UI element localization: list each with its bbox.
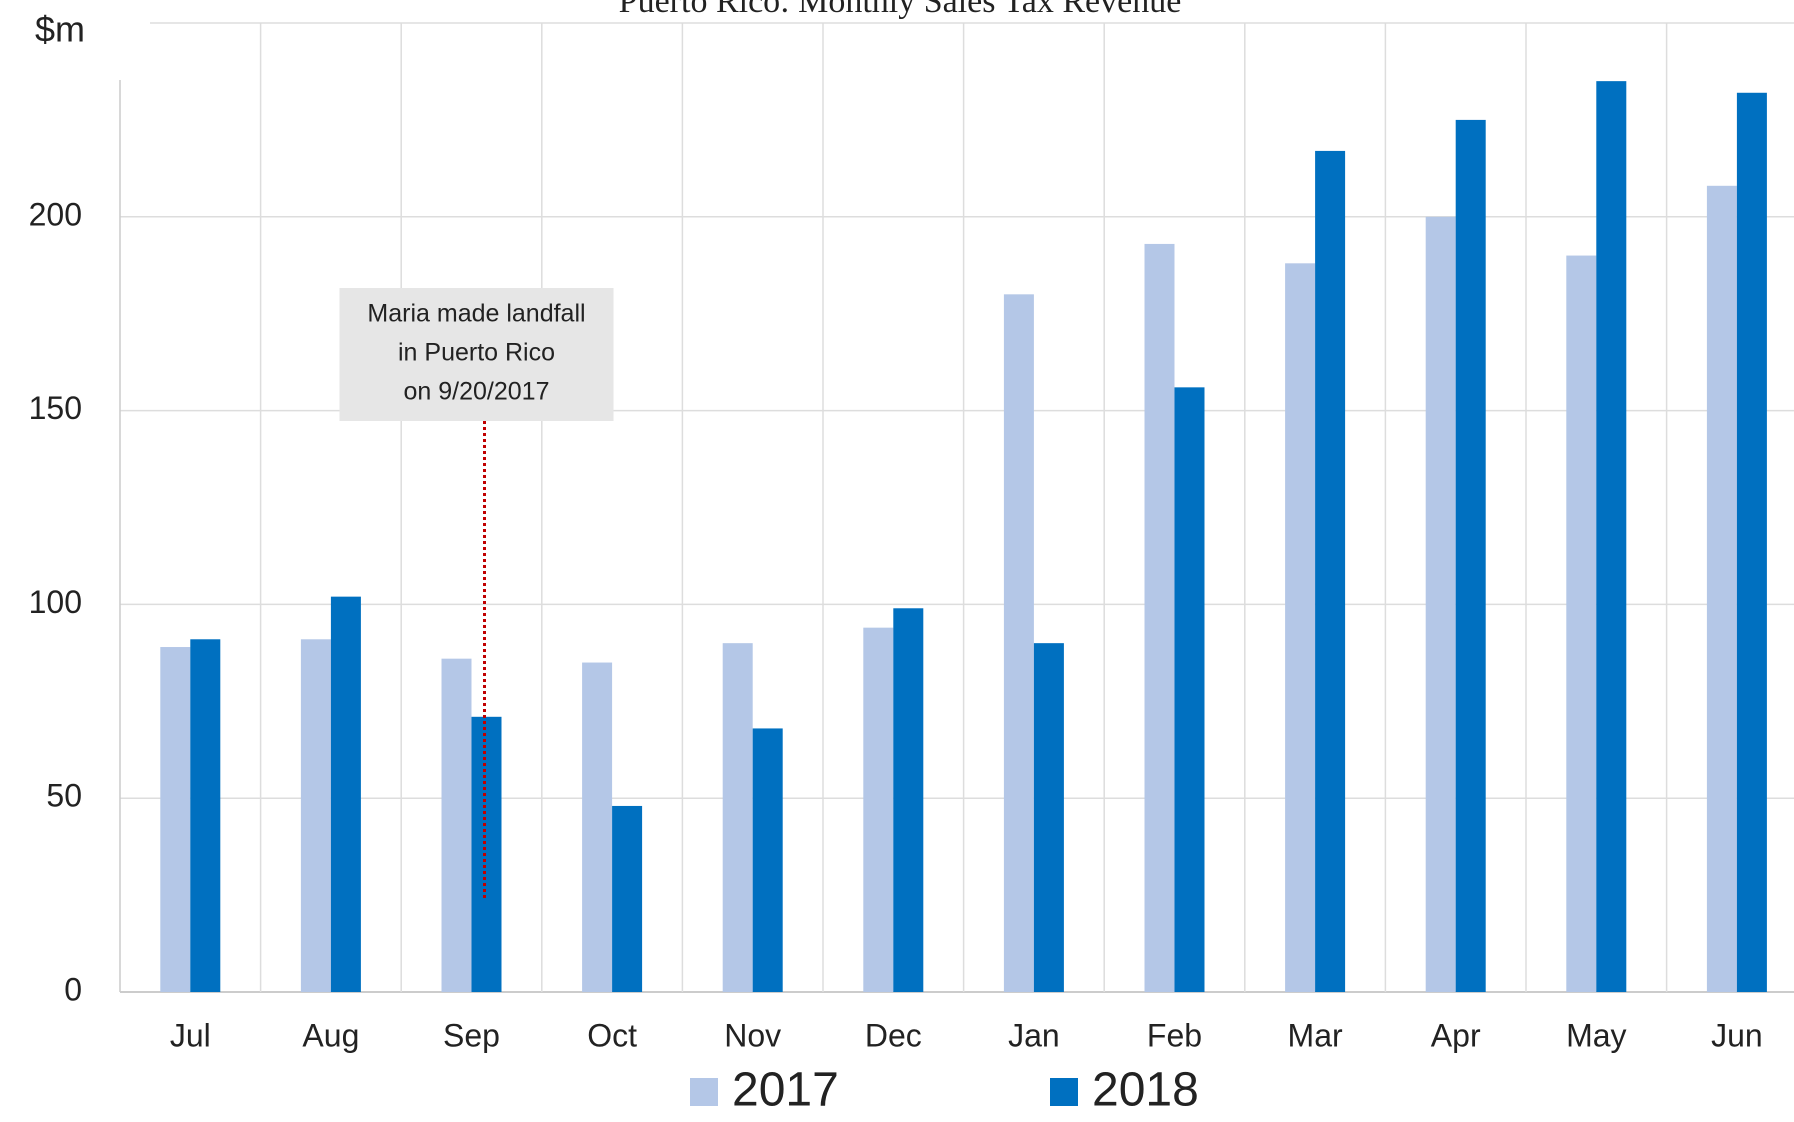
x-tick-label: Jul (170, 1017, 211, 1053)
y-tick-label: 0 (64, 971, 82, 1007)
x-tick-label: Nov (724, 1017, 781, 1053)
bar (1285, 263, 1316, 992)
x-tick-label: Jun (1711, 1017, 1763, 1053)
y-tick-label: 50 (46, 778, 82, 814)
x-tick-label: Sep (443, 1017, 500, 1053)
bar (722, 643, 753, 992)
y-tick-label: 100 (29, 584, 82, 620)
bar (1596, 81, 1627, 992)
bar (300, 639, 331, 992)
bar (1425, 216, 1456, 993)
bar (160, 647, 191, 992)
bar (441, 658, 472, 992)
x-tick-label: May (1566, 1017, 1626, 1053)
annotation-text: in Puerto Rico (398, 339, 555, 367)
legend-label: 2018 (1092, 1064, 1199, 1117)
bar (893, 608, 924, 992)
bar (1174, 387, 1205, 992)
bar (1144, 243, 1175, 992)
bar (1003, 294, 1034, 992)
bar (1315, 150, 1346, 992)
bar (582, 662, 613, 992)
bar (1706, 185, 1737, 993)
legend-label: 2017 (732, 1064, 839, 1117)
bar (471, 716, 502, 992)
bar (612, 805, 643, 992)
bar (1566, 255, 1597, 992)
x-tick-label: Feb (1147, 1017, 1202, 1053)
x-tick-label: Oct (587, 1017, 637, 1053)
bar (330, 596, 361, 992)
x-tick-label: Apr (1431, 1017, 1481, 1053)
y-axis-label: $m (35, 9, 85, 50)
y-tick-label: 200 (29, 196, 82, 232)
annotation-box (339, 288, 614, 421)
bar (1455, 119, 1486, 992)
y-tick-label: 150 (29, 390, 82, 426)
legend-swatch (690, 1078, 718, 1106)
annotation-text: on 9/20/2017 (404, 378, 550, 406)
bar (752, 728, 783, 992)
x-tick-label: Dec (865, 1017, 922, 1053)
bar (190, 639, 221, 992)
bar (1033, 643, 1064, 992)
bar (863, 627, 894, 992)
chart-title: Puerto Rico: Monthly Sales Tax Revenue (619, 0, 1182, 20)
x-tick-label: Mar (1288, 1017, 1343, 1053)
x-tick-label: Aug (302, 1017, 359, 1053)
legend-swatch (1050, 1078, 1078, 1106)
annotation-text: Maria made landfall (367, 300, 585, 328)
x-tick-label: Jan (1008, 1017, 1060, 1053)
bar (1736, 92, 1767, 992)
